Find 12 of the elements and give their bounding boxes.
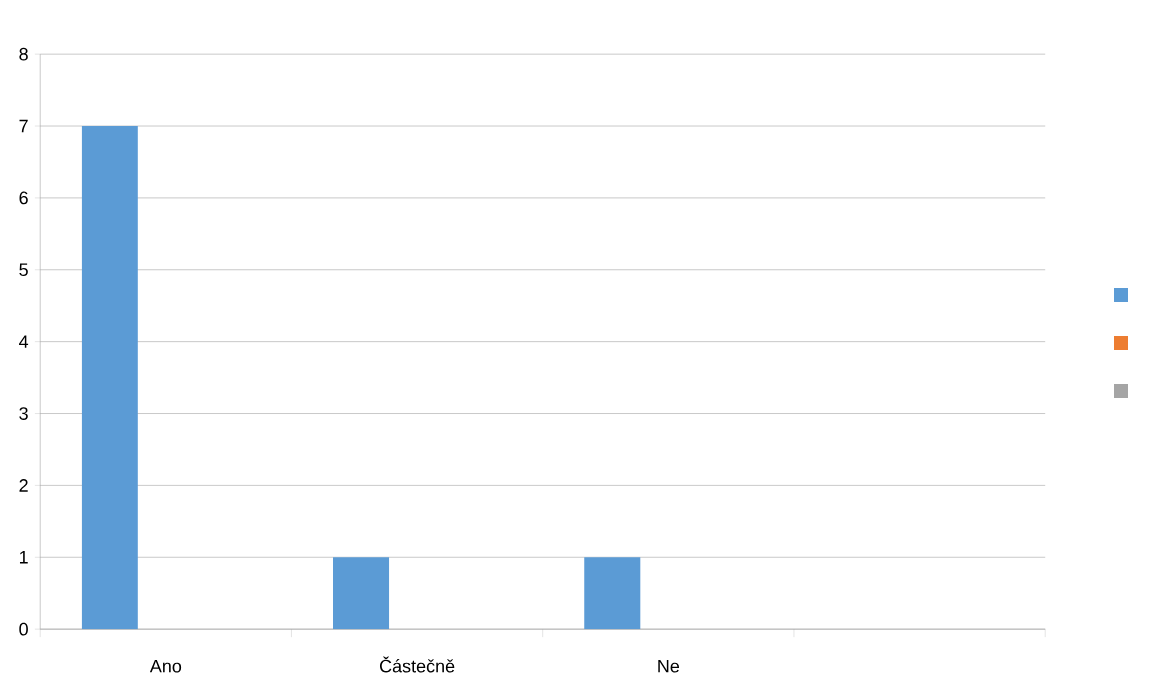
y-tick-label: 0 xyxy=(19,622,28,636)
y-tick-label: 5 xyxy=(19,263,28,277)
y-tick-label: 7 xyxy=(19,119,28,133)
y-tick-label: 1 xyxy=(19,551,28,564)
y-tick-label: 6 xyxy=(19,191,28,205)
y-tick-label: 4 xyxy=(19,335,29,348)
x-tick-label: Ne xyxy=(658,659,680,673)
y-tick-label: 8 xyxy=(19,47,28,61)
x-tick-label: Částečně xyxy=(379,656,455,673)
y-tick-label: 3 xyxy=(19,407,28,420)
y-tick-label: 2 xyxy=(19,479,28,492)
x-tick-label: Ano xyxy=(149,659,182,673)
